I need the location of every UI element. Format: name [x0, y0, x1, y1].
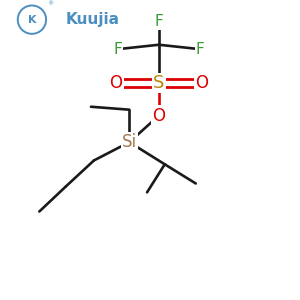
Text: O: O [152, 106, 165, 124]
Text: O: O [195, 74, 208, 92]
Text: Si: Si [122, 133, 137, 151]
Text: K: K [28, 15, 36, 25]
Text: S: S [153, 74, 164, 92]
Text: O: O [110, 74, 123, 92]
Text: F: F [113, 42, 122, 57]
Text: Kuujia: Kuujia [66, 12, 120, 27]
Text: ®: ® [47, 2, 53, 7]
Text: F: F [154, 14, 163, 28]
Text: F: F [196, 42, 205, 57]
